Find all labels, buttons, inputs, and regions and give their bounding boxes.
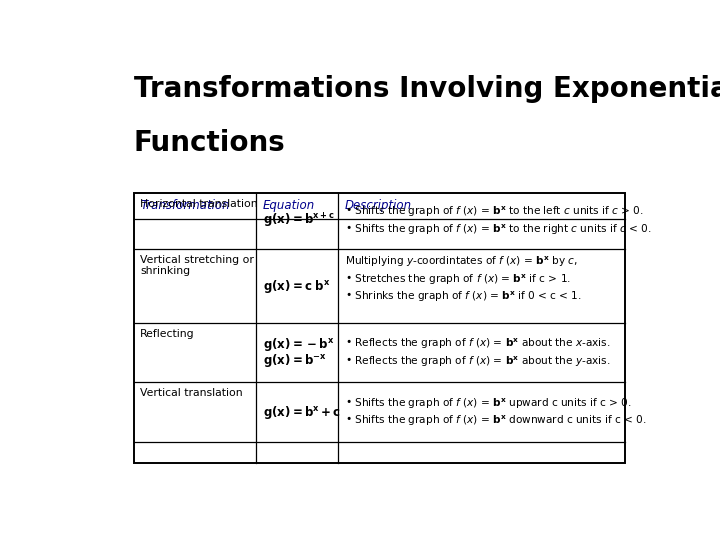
Text: $\mathbf{g(x) = b^x + c}$: $\mathbf{g(x) = b^x + c}$ bbox=[263, 404, 341, 421]
Text: • Shifts the graph of $\mathit{f}$ ($\mathit{x}$) = $\mathbf{b^x}$ upward c unit: • Shifts the graph of $\mathit{f}$ ($\ma… bbox=[345, 396, 631, 410]
Text: $\mathbf{g(x) = -b^x}$: $\mathbf{g(x) = -b^x}$ bbox=[263, 336, 334, 353]
Text: Description: Description bbox=[345, 199, 412, 212]
Text: • Shifts the graph of $\mathit{f}$ ($\mathit{x}$) = $\mathbf{b^x}$ downward c un: • Shifts the graph of $\mathit{f}$ ($\ma… bbox=[345, 414, 647, 428]
Text: • Reflects the graph of $\mathit{f}$ ($\mathit{x}$) = $\mathbf{b^x}$ about the $: • Reflects the graph of $\mathit{f}$ ($\… bbox=[345, 337, 611, 351]
Text: Functions: Functions bbox=[133, 129, 285, 157]
Text: • Shifts the graph of $\mathit{f}$ ($\mathit{x}$) = $\mathbf{b^x}$ to the left $: • Shifts the graph of $\mathit{f}$ ($\ma… bbox=[345, 205, 644, 219]
Text: • Shrinks the graph of $\mathit{f}$ ($\mathit{x}$) = $\mathbf{b^x}$ if 0 < c < 1: • Shrinks the graph of $\mathit{f}$ ($\m… bbox=[345, 290, 582, 304]
Text: • Stretches the graph of $\mathit{f}$ ($\mathit{x}$) = $\mathbf{b^x}$ if c > 1.: • Stretches the graph of $\mathit{f}$ ($… bbox=[345, 272, 571, 287]
Text: Vertical stretching or
shrinking: Vertical stretching or shrinking bbox=[140, 255, 254, 276]
Text: $\mathbf{g(x) = c\ b^x}$: $\mathbf{g(x) = c\ b^x}$ bbox=[263, 278, 330, 294]
Text: • Reflects the graph of $\mathit{f}$ ($\mathit{x}$) = $\mathbf{b^x}$ about the $: • Reflects the graph of $\mathit{f}$ ($\… bbox=[345, 354, 611, 369]
Text: Transformations Involving Exponential: Transformations Involving Exponential bbox=[133, 75, 720, 103]
Text: $\mathbf{g(x) = b^{-x}}$: $\mathbf{g(x) = b^{-x}}$ bbox=[263, 352, 327, 369]
Text: Reflecting: Reflecting bbox=[140, 329, 195, 339]
Text: Equation: Equation bbox=[263, 199, 315, 212]
Text: $\mathbf{g(x) = b^{x+c}}$: $\mathbf{g(x) = b^{x+c}}$ bbox=[263, 212, 334, 230]
Text: Multiplying $\mathit{y}$-coordintates of $\mathit{f}$ ($\mathit{x}$) = $\mathbf{: Multiplying $\mathit{y}$-coordintates of… bbox=[345, 255, 578, 269]
Text: Horizontal translation: Horizontal translation bbox=[140, 199, 258, 208]
Bar bbox=[133, 193, 624, 463]
Text: Transformation: Transformation bbox=[140, 199, 230, 212]
Text: • Shifts the graph of $\mathit{f}$ ($\mathit{x}$) = $\mathbf{b^x}$ to the right : • Shifts the graph of $\mathit{f}$ ($\ma… bbox=[345, 222, 652, 237]
Text: Vertical translation: Vertical translation bbox=[140, 388, 243, 399]
